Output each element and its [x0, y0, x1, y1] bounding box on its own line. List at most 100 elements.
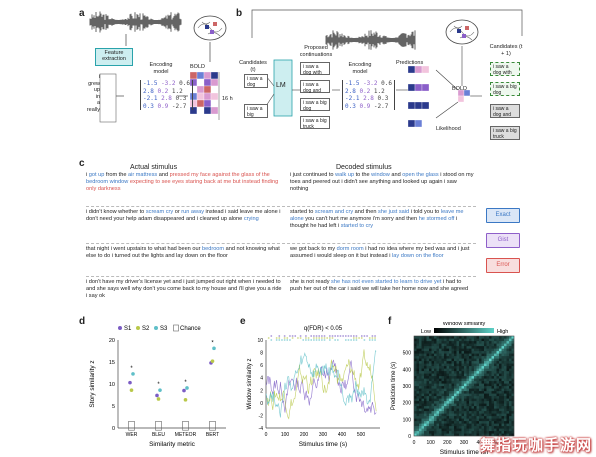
panel-label-d: d	[79, 316, 86, 327]
significance-star: *	[184, 380, 187, 386]
legend-gist: Gist	[486, 233, 520, 248]
data-point	[212, 346, 216, 351]
x-tick-label: 100	[281, 432, 290, 438]
significance-star: *	[211, 340, 214, 346]
matrix-row: -1.5 -3.2 0.6	[345, 80, 392, 87]
candidate-t1-2: i saw a dog and	[490, 104, 520, 118]
proposed-0: i saw a dog with	[300, 62, 330, 76]
matrix-row: 2.8 0.2 1.2	[143, 87, 183, 95]
candidate-t-1: i saw a big	[244, 104, 268, 118]
x-tick-label: 400	[338, 432, 347, 438]
x-axis-label: Stimulus time (s)	[299, 441, 347, 448]
matrix-row: 0.3 0.9 -2.7	[345, 102, 389, 110]
word-list: i grew up in a really	[86, 74, 100, 113]
x-tick-label: 0	[265, 432, 268, 438]
hours-label: 16 h	[222, 96, 233, 102]
row-separator	[86, 243, 476, 244]
actual-stimulus-row: i got up from the air mattress and press…	[86, 172, 279, 192]
y-tick-label: 0	[408, 434, 411, 440]
x-tick-label: BERT	[206, 432, 219, 438]
x-axis-label: Stimulus time (s)	[440, 449, 488, 454]
colorbar	[434, 328, 494, 333]
brain-icon-b	[445, 19, 479, 45]
candidates-t1-label: Candidates (t + 1)	[489, 44, 523, 57]
panel-b-diagram	[251, 9, 523, 128]
candidates-t-label: Candidates (t)	[239, 60, 267, 73]
likelihood-label: Likelihood	[436, 126, 461, 132]
panel-label-b: b	[236, 8, 243, 19]
feature-extraction-box: Feature extraction	[95, 48, 133, 66]
x-tick-label: BLEU	[152, 432, 165, 438]
encoding-model-label-a: Encoding model	[149, 62, 173, 75]
x-tick-label: 200	[300, 432, 309, 438]
data-point	[129, 388, 134, 392]
y-tick-label: -4	[259, 426, 264, 432]
x-tick-label: 200	[443, 440, 452, 446]
y-tick-label: 200	[403, 401, 412, 407]
x-tick-label: WER	[126, 432, 138, 438]
legend-swatch	[154, 326, 158, 330]
y-tick-label: 2	[260, 388, 263, 394]
proposed-1: i saw a dog and	[300, 80, 330, 94]
y-tick-label: 10	[109, 382, 115, 388]
candidate-t-0: i saw a dog	[244, 74, 268, 88]
significance-star: *	[130, 366, 133, 372]
y-tick-label: 6	[260, 363, 263, 369]
decoded-stimulus-row: i just continued to walk up to the windo…	[290, 172, 474, 192]
window-similarity-line	[265, 350, 377, 418]
x-tick-label: 500	[357, 432, 366, 438]
legend-label: S3	[160, 326, 168, 332]
y-tick-label: 5	[112, 404, 115, 410]
decoded-stimulus-row: she is not ready she has not even starte…	[290, 279, 469, 292]
chance-box	[155, 421, 162, 431]
x-tick-label: 300	[319, 432, 328, 438]
data-point	[158, 388, 162, 392]
window-similarity-line	[265, 359, 377, 415]
chart-f-title: Window similarity	[443, 322, 486, 327]
data-point	[131, 372, 135, 376]
data-point	[183, 398, 188, 402]
x-tick-label: 500	[493, 440, 502, 446]
waveform-icon	[89, 11, 182, 33]
chance-box	[128, 421, 135, 431]
lm-label: LM	[276, 82, 286, 89]
data-point	[210, 359, 215, 363]
decoded-stimulus-row: we got back to my dorm room i had no ide…	[290, 246, 470, 259]
proposed-2: i saw a big dog	[300, 98, 330, 112]
actual-stimulus-row: i didn't know whether to scream cry or r…	[86, 209, 281, 222]
panel-label-a: a	[79, 8, 85, 19]
chart-e-title: q(FDR) < 0.05	[304, 326, 343, 332]
bold-label-b: BOLD	[452, 86, 467, 92]
x-tick-label: 300	[460, 440, 469, 446]
actual-header: Actual stimulus	[130, 164, 178, 171]
window-similarity-line	[265, 349, 377, 420]
y-tick-label: 20	[109, 338, 115, 344]
matrix-row: 2.8 0.2 1.2	[345, 87, 385, 95]
actual-stimulus-row: that night i went upstairs to what had b…	[86, 246, 280, 259]
legend-label: S1	[124, 326, 132, 332]
prediction-cell	[407, 83, 430, 92]
decoded-stimulus-row: started to scream and cry and then she j…	[290, 209, 464, 229]
data-point	[128, 380, 132, 385]
encoding-model-label-b: Encoding model	[348, 62, 372, 75]
predictions-label: Predictions	[396, 60, 424, 66]
decoded-header: Decoded stimulus	[336, 164, 392, 171]
watermark: 舞指玩咖手游网	[479, 437, 592, 454]
y-tick-label: 10	[257, 338, 263, 344]
y-axis-label: Prediction time (s)	[391, 362, 397, 410]
panel-label-c: c	[79, 158, 85, 169]
chance-box	[182, 421, 189, 431]
panel-label-e: e	[240, 316, 246, 327]
bold-label-a: BOLD	[190, 64, 205, 70]
candidate-t1-1: i saw a big dog	[490, 82, 520, 96]
candidate-t1-0: i saw a dog with	[490, 62, 520, 76]
encoding-matrix-a: -1.5 -3.2 0.6 2.8 0.2 1.2 -2.1 2.8 0.3 0.3 …	[140, 80, 193, 110]
matrix-row: 0.3 0.9 -2.7	[143, 102, 187, 110]
panel-a-diagram	[89, 11, 227, 123]
legend-swatch	[173, 324, 179, 332]
x-tick-label: 100	[426, 440, 435, 446]
y-tick-label: 15	[109, 360, 115, 366]
legend-error: Error	[486, 258, 520, 273]
chart-d: 0 5 10 15 20 WER * BLEU * METEOR * BERT * Similarity …	[89, 324, 226, 448]
